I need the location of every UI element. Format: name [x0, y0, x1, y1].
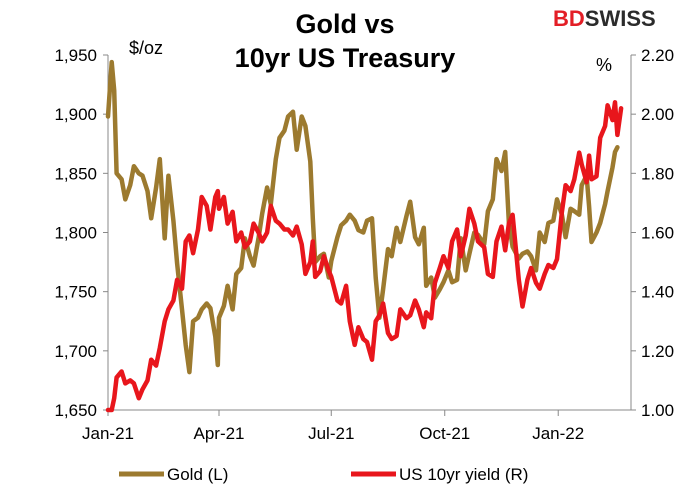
left-axis-unit: $/oz: [129, 38, 164, 58]
series-group: [105, 59, 624, 413]
left-tick-label: 1,700: [54, 342, 97, 361]
right-tick-label: 1.40: [641, 283, 674, 302]
x-tick-label: Jul-21: [308, 424, 354, 443]
legend-label-gold: Gold (L): [167, 465, 228, 484]
left-tick-label: 1,750: [54, 283, 97, 302]
x-tick-label: Oct-21: [419, 424, 470, 443]
right-tick-label: 2.00: [641, 105, 674, 124]
left-tick-label: 1,850: [54, 164, 97, 183]
left-tick-label: 1,650: [54, 401, 97, 420]
chart-title-line-1: Gold vs: [295, 9, 395, 39]
left-tick-label: 1,950: [54, 46, 97, 65]
logo-text-bd: BD: [553, 6, 585, 31]
left-tick-label: 1,800: [54, 224, 97, 243]
right-tick-label: 1.00: [641, 401, 674, 420]
brand-logo: BDSWISS: [553, 6, 656, 32]
yield-series-line: [105, 100, 624, 413]
right-tick-label: 1.60: [641, 224, 674, 243]
legend-label-yield: US 10yr yield (R): [399, 465, 528, 484]
logo-text-swiss: SWISS: [584, 6, 656, 31]
right-tick-label: 1.20: [641, 342, 674, 361]
right-tick-label: 1.80: [641, 164, 674, 183]
left-tick-label: 1,900: [54, 105, 97, 124]
x-tick-label: Jan-21: [82, 424, 134, 443]
x-tick-label: Jan-22: [532, 424, 584, 443]
x-tick-label: Apr-21: [193, 424, 244, 443]
axes-group: 1,650 1,700 1,750 1,800 1,850 1,900 1,950 1.00 1…: [54, 46, 674, 443]
legend: Gold (L) US 10yr yield (R): [119, 465, 528, 484]
gold-series-line: [105, 59, 620, 375]
chart-title-line-2: 10yr US Treasury: [234, 43, 456, 73]
right-tick-label: 2.20: [641, 46, 674, 65]
right-axis-unit: %: [596, 55, 613, 75]
